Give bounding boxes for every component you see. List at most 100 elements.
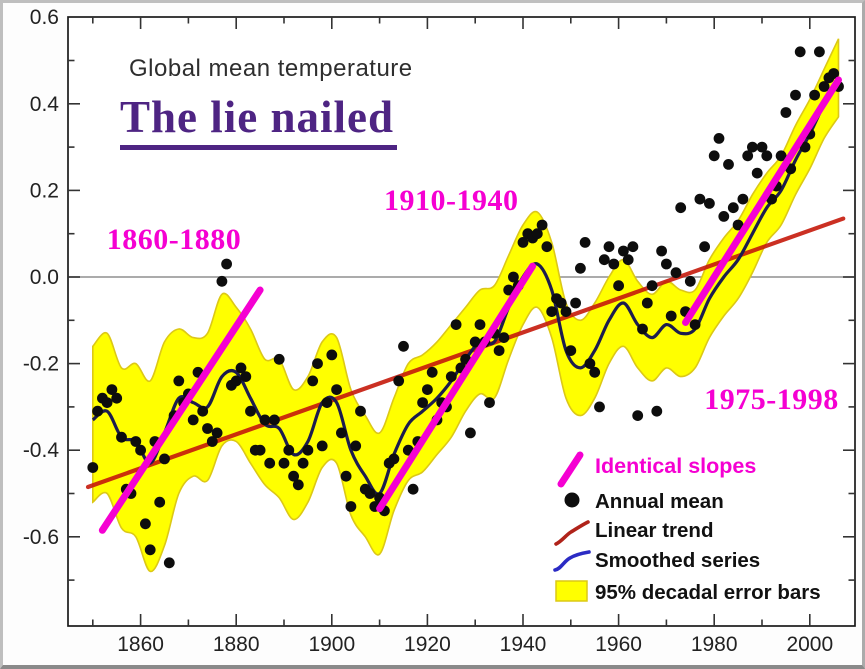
annual-mean-dot [426, 366, 438, 378]
annual-mean-dot [407, 483, 419, 495]
legend-label: Linear trend [595, 519, 713, 542]
smoothed-series-icon [553, 550, 591, 572]
annual-mean-dot [283, 444, 295, 456]
annual-mean-dot [517, 237, 529, 248]
annual-mean-dot [144, 544, 156, 556]
annual-mean-dot [450, 319, 462, 330]
annotation-1910-1940: 1910-1940 [384, 184, 519, 217]
annual-mean-dot [355, 405, 366, 417]
chart-title: Global mean temperature [129, 55, 413, 82]
annual-mean-dot [445, 371, 457, 382]
annual-mean-dot [278, 457, 290, 469]
error-band [92, 38, 840, 573]
annual-mean-dot [632, 410, 644, 421]
annual-mean-dot [202, 423, 213, 434]
annual-mean-dot [818, 81, 830, 92]
y-axis-label: 0.4 [30, 93, 60, 116]
annual-mean-dot [264, 457, 276, 469]
annual-mean-icon [564, 492, 580, 508]
annual-mean-dot [579, 237, 591, 248]
annual-mean-dot [756, 141, 768, 153]
annual-mean-dot [531, 228, 543, 240]
annual-mean-dot [135, 444, 147, 456]
annual-mean-dot [799, 141, 811, 153]
legend-item-slope-line: Identical slopes [557, 451, 756, 488]
y-axis-label: -0.6 [23, 526, 59, 549]
annual-mean-dot [398, 340, 409, 352]
y-axis-ticks [68, 59, 855, 581]
annotation-1975-1998: 1975-1998 [704, 383, 839, 416]
annual-mean-dot [584, 358, 596, 369]
annual-mean-dot [565, 345, 577, 356]
annual-mean-dot [140, 518, 151, 530]
x-axis-ticks [92, 17, 811, 626]
x-axis-label: 2000 [786, 633, 833, 656]
annual-mean-dot [130, 436, 142, 447]
annual-mean-dot [508, 271, 519, 283]
annual-mean-dot [665, 310, 677, 322]
annual-mean-dot [751, 167, 763, 179]
legend-label: 95% decadal error bars [595, 581, 821, 604]
annual-mean-dot [92, 405, 103, 417]
temperature-chart: 1860 1880 1900 1920 1940 1960 1980 2000 0.6 0.4 0.… [23, 6, 856, 656]
annual-mean-dot [560, 306, 572, 317]
legend-label: Annual mean [595, 490, 724, 513]
annual-mean-dot [684, 275, 696, 287]
annual-mean-dot [814, 46, 825, 58]
annual-mean-dot [388, 453, 400, 465]
annual-mean-dot [622, 254, 634, 266]
annual-mean-dot [651, 405, 663, 417]
annual-mean-dot [245, 405, 256, 417]
annual-mean-dot [292, 479, 304, 491]
annual-mean-dot [670, 267, 682, 279]
legend-item-error-box: 95% decadal error bars [555, 580, 821, 604]
annual-mean-dot [794, 46, 806, 58]
annual-mean-dot [641, 297, 653, 309]
annual-mean-dot [340, 470, 352, 482]
annual-mean-dot [675, 202, 687, 214]
x-axis-label: 1980 [691, 633, 738, 656]
annual-mean-dot [704, 198, 715, 209]
linear-trend-icon [554, 520, 590, 546]
annual-mean-dot [326, 349, 338, 361]
annual-mean-dot [211, 427, 223, 439]
annual-mean-dot [589, 366, 601, 378]
annual-mean-dot [575, 262, 586, 274]
annual-mean-dot [345, 501, 357, 512]
annual-mean-dot [761, 150, 773, 162]
annual-mean-dot [111, 392, 123, 404]
annual-mean-dot [503, 284, 515, 296]
legend-item-dot: Annual mean [564, 490, 724, 513]
slope-line-1860-1880 [98, 286, 264, 534]
annual-mean-dot [331, 384, 342, 395]
legend-item-smoothed-line: Smoothed series [553, 549, 760, 572]
error-bars-icon [555, 580, 588, 602]
annual-mean-dot [694, 193, 706, 205]
annual-mean-dot [727, 202, 739, 214]
annual-mean-dot [154, 496, 166, 508]
annual-mean-dot [116, 431, 127, 443]
annual-mean-dot [541, 241, 553, 253]
annual-mean-dot [321, 397, 333, 408]
annual-mean-dot [216, 275, 228, 287]
annual-mean-dot [656, 245, 667, 257]
annual-mean-dot [594, 401, 605, 413]
annual-mean-dot [159, 453, 170, 465]
annual-mean-dot [417, 397, 428, 408]
slope-line-1975-1998 [682, 76, 842, 326]
annual-mean-dot [780, 107, 792, 118]
annual-mean-dot [273, 353, 285, 365]
annual-mean-dot [603, 241, 615, 253]
annual-mean-dot [364, 488, 376, 499]
annual-mean-dot [465, 427, 476, 439]
annual-mean-dot [312, 358, 323, 369]
annual-mean-dot [742, 150, 754, 162]
legend-label: Identical slopes [595, 454, 756, 478]
annual-mean-dot [555, 297, 567, 309]
annual-mean-dot [422, 384, 433, 395]
annual-mean-dot [484, 397, 495, 408]
annual-mean-dot [498, 332, 510, 343]
annual-mean-dot [288, 470, 299, 482]
annual-mean-dot [608, 258, 620, 270]
